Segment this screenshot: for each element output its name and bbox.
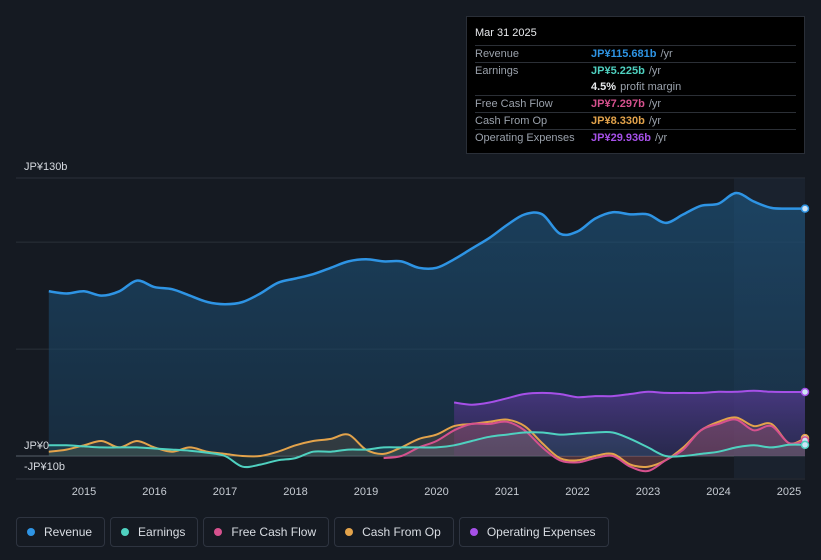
tooltip-row-value: JP¥115.681b (591, 48, 657, 60)
x-tick-label: 2023 (636, 486, 660, 498)
tooltip-row-unit: /yr (648, 98, 662, 110)
tooltip-row-value: JP¥5.225b (591, 65, 645, 77)
x-tick-label: 2020 (424, 486, 448, 498)
series-lines (48, 191, 810, 473)
tooltip-row-label: Operating Expenses (475, 132, 575, 144)
tooltip-row-unit: /yr (660, 48, 673, 60)
y-axis-labels: JP¥130b JP¥0 -JP¥10b (24, 161, 67, 473)
operating-expenses-area (454, 390, 805, 456)
x-tick-label: 2016 (142, 486, 166, 498)
x-tick-label: 2024 (706, 486, 730, 498)
x-tick-label: 2022 (565, 486, 589, 498)
tooltip-row: Earnings JP¥5.225b/yr (475, 62, 796, 79)
operating-expenses-line (453, 389, 805, 406)
legend-item-revenue[interactable]: Revenue (16, 517, 106, 547)
x-tick-label: 2025 (777, 486, 801, 498)
series-areas (48, 192, 806, 472)
legend-item-earnings[interactable]: Earnings (110, 517, 199, 547)
earnings-end-marker (800, 440, 810, 450)
legend-label: Earnings (138, 525, 186, 539)
tooltip-row-value: JP¥29.936b (591, 132, 651, 144)
tooltip-row-value: JP¥8.330b (591, 115, 645, 127)
tooltip-row-label: Revenue (475, 48, 520, 60)
x-tick-label: 2018 (283, 486, 307, 498)
legend-dot-icon (345, 528, 354, 536)
x-tick-label: 2019 (354, 486, 378, 498)
revenue-area (48, 192, 806, 457)
tooltip-row-unit: /yr (648, 115, 662, 127)
tooltip-row-label (475, 79, 591, 95)
legend-item-operating-expenses[interactable]: Operating Expenses (458, 517, 609, 547)
y-tick-label: JP¥0 (24, 440, 49, 452)
tooltip-row-label: Free Cash Flow (475, 98, 553, 110)
legend-dot-icon (214, 528, 223, 536)
tooltip-row: Revenue JP¥115.681b/yr (475, 45, 796, 62)
tooltip-row-unit: /yr (648, 65, 662, 77)
legend-label: Cash From Op (362, 525, 441, 539)
earnings-area (48, 431, 806, 468)
legend-label: Free Cash Flow (231, 525, 317, 539)
tooltip-row-value: JP¥7.297b (591, 98, 645, 110)
earnings-line (48, 430, 806, 469)
tooltip-row-unit: /yr (654, 132, 668, 144)
cash-from-op-line (48, 416, 806, 468)
y-tick-label: -JP¥10b (24, 461, 65, 473)
legend-dot-icon (121, 528, 130, 536)
tooltip-panel: Mar 31 2025 Revenue JP¥115.681b/yr Earning… (466, 16, 805, 154)
x-tick-label: 2015 (72, 486, 96, 498)
tooltip-row-label: Cash From Op (475, 115, 548, 127)
legend: Revenue Earnings Free Cash Flow Cash From O… (16, 517, 609, 547)
x-axis-labels: 2015 2016 2017 2018 2019 2020 2021 2022 2023 2024… (72, 486, 801, 498)
tooltip-row: 4.5% profit margin (475, 79, 796, 95)
tooltip-row-unit: profit margin (620, 81, 682, 93)
legend-dot-icon (27, 528, 35, 536)
tooltip-row-label: Earnings (475, 65, 519, 77)
tooltip-date: Mar 31 2025 (475, 27, 537, 39)
free-cash-flow-line (383, 418, 806, 473)
legend-item-free-cash-flow[interactable]: Free Cash Flow (203, 517, 330, 547)
x-tick-label: 2021 (495, 486, 519, 498)
y-tick-label: JP¥130b (24, 161, 67, 173)
revenue-end-marker (800, 204, 810, 213)
tooltip-row: Cash From Op JP¥8.330b/yr (475, 112, 796, 129)
legend-dot-icon (469, 528, 478, 536)
legend-label: Revenue (44, 525, 93, 539)
tooltip-row: Free Cash Flow JP¥7.297b/yr (475, 95, 796, 112)
legend-item-cash-from-op[interactable]: Cash From Op (334, 517, 454, 547)
revenue-line (48, 191, 806, 306)
operating-expenses-end-marker (800, 387, 810, 397)
tooltip-row: Operating Expenses JP¥29.936b/yr (475, 129, 796, 146)
cash-from-op-area (48, 417, 806, 467)
tooltip-row-value: 4.5% (591, 81, 617, 93)
legend-label: Operating Expenses (486, 525, 596, 539)
x-tick-label: 2017 (213, 486, 237, 498)
